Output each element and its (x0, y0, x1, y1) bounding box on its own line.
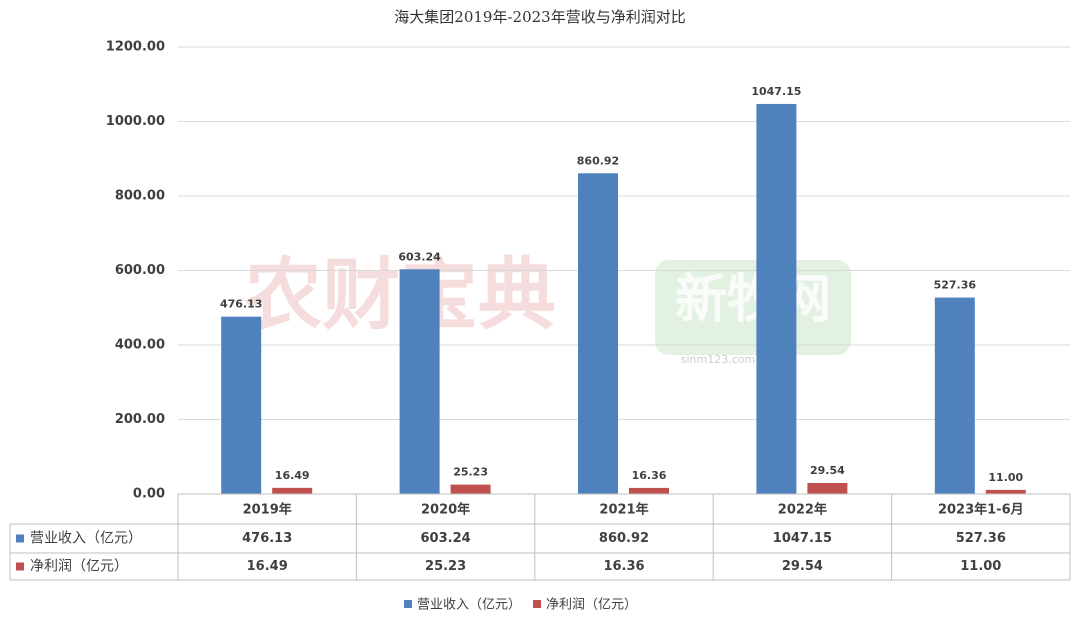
data-label: 476.13 (220, 298, 262, 311)
x-tick-label: 2020年 (421, 502, 470, 518)
y-tick-label: 600.00 (115, 263, 165, 278)
bar (578, 173, 618, 494)
table-cell: 527.36 (956, 531, 1006, 546)
data-label: 11.00 (988, 471, 1023, 484)
bar (399, 269, 440, 494)
bar (221, 316, 262, 494)
table-cell: 29.54 (782, 559, 823, 574)
data-label: 603.24 (398, 250, 441, 263)
watermark: 新牧网 (675, 270, 831, 330)
legend-label: 净利润（亿元） (546, 598, 637, 613)
bar (272, 487, 313, 494)
data-label: 29.54 (810, 464, 845, 477)
table-cell: 16.36 (603, 559, 644, 574)
table-cell: 860.92 (599, 531, 649, 546)
data-label: 16.49 (275, 469, 310, 482)
data-label: 860.92 (577, 154, 619, 167)
table-cell: 1047.15 (773, 531, 832, 546)
table-cell: 16.49 (247, 559, 288, 574)
legend-marker (404, 600, 412, 608)
y-tick-label: 200.00 (115, 412, 165, 427)
table-cell: 25.23 (425, 559, 466, 574)
legend-marker (16, 534, 24, 543)
y-tick-label: 400.00 (115, 338, 165, 353)
bar (934, 297, 975, 494)
row-label: 净利润（亿元） (30, 559, 128, 575)
data-label: 16.36 (632, 469, 667, 482)
x-tick-label: 2022年 (778, 502, 827, 518)
table-cell: 603.24 (421, 531, 471, 546)
bar (450, 484, 491, 494)
table-cell: 476.13 (242, 531, 292, 546)
data-label: 25.23 (453, 466, 488, 479)
y-tick-label: 1000.00 (106, 114, 165, 129)
legend-marker (16, 562, 24, 571)
legend-marker (533, 600, 542, 608)
watermark: sinm123.com (681, 353, 755, 366)
data-label: 527.36 (934, 279, 977, 292)
data-label: 1047.15 (751, 85, 801, 98)
watermark-box (655, 260, 851, 355)
x-tick-label: 2023年1-6月 (938, 502, 1024, 518)
y-tick-label: 0.00 (133, 487, 165, 502)
y-tick-label: 1200.00 (106, 40, 165, 55)
x-tick-label: 2021年 (599, 502, 648, 518)
bar (807, 482, 848, 494)
bar (756, 103, 797, 495)
row-label: 营业收入（亿元） (30, 531, 142, 547)
table-cell: 11.00 (960, 559, 1001, 574)
x-tick-label: 2019年 (243, 502, 292, 518)
bar (629, 487, 669, 494)
y-tick-label: 800.00 (115, 189, 165, 204)
chart-title: 海大集团2019年-2023年营收与净利润对比 (394, 8, 685, 26)
bar (985, 489, 1026, 494)
legend-label: 营业收入（亿元） (417, 598, 521, 613)
